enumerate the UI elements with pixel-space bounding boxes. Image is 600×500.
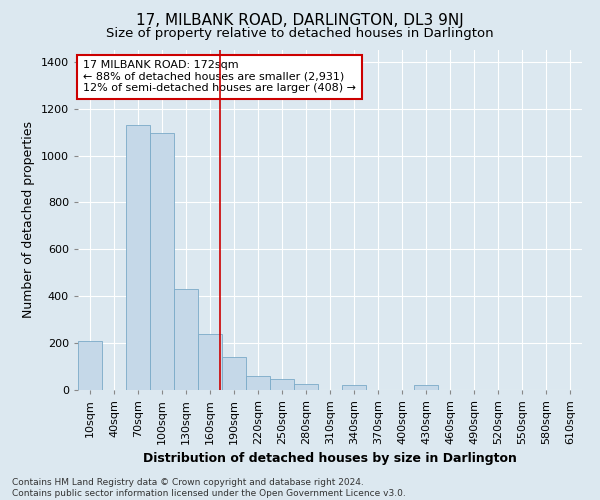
Bar [270, 380, 294, 390]
Text: 17, MILBANK ROAD, DARLINGTON, DL3 9NJ: 17, MILBANK ROAD, DARLINGTON, DL3 9NJ [136, 12, 464, 28]
Bar [78, 341, 102, 390]
Bar [246, 376, 270, 390]
Bar [414, 386, 438, 390]
Bar [294, 384, 318, 390]
Bar [342, 386, 366, 390]
Bar [198, 334, 222, 390]
Bar [150, 133, 174, 390]
Bar [174, 289, 198, 390]
Bar [126, 125, 150, 390]
Text: 17 MILBANK ROAD: 172sqm
← 88% of detached houses are smaller (2,931)
12% of semi: 17 MILBANK ROAD: 172sqm ← 88% of detache… [83, 60, 356, 94]
Bar [222, 357, 246, 390]
Y-axis label: Number of detached properties: Number of detached properties [22, 122, 35, 318]
X-axis label: Distribution of detached houses by size in Darlington: Distribution of detached houses by size … [143, 452, 517, 466]
Text: Contains HM Land Registry data © Crown copyright and database right 2024.
Contai: Contains HM Land Registry data © Crown c… [12, 478, 406, 498]
Text: Size of property relative to detached houses in Darlington: Size of property relative to detached ho… [106, 28, 494, 40]
